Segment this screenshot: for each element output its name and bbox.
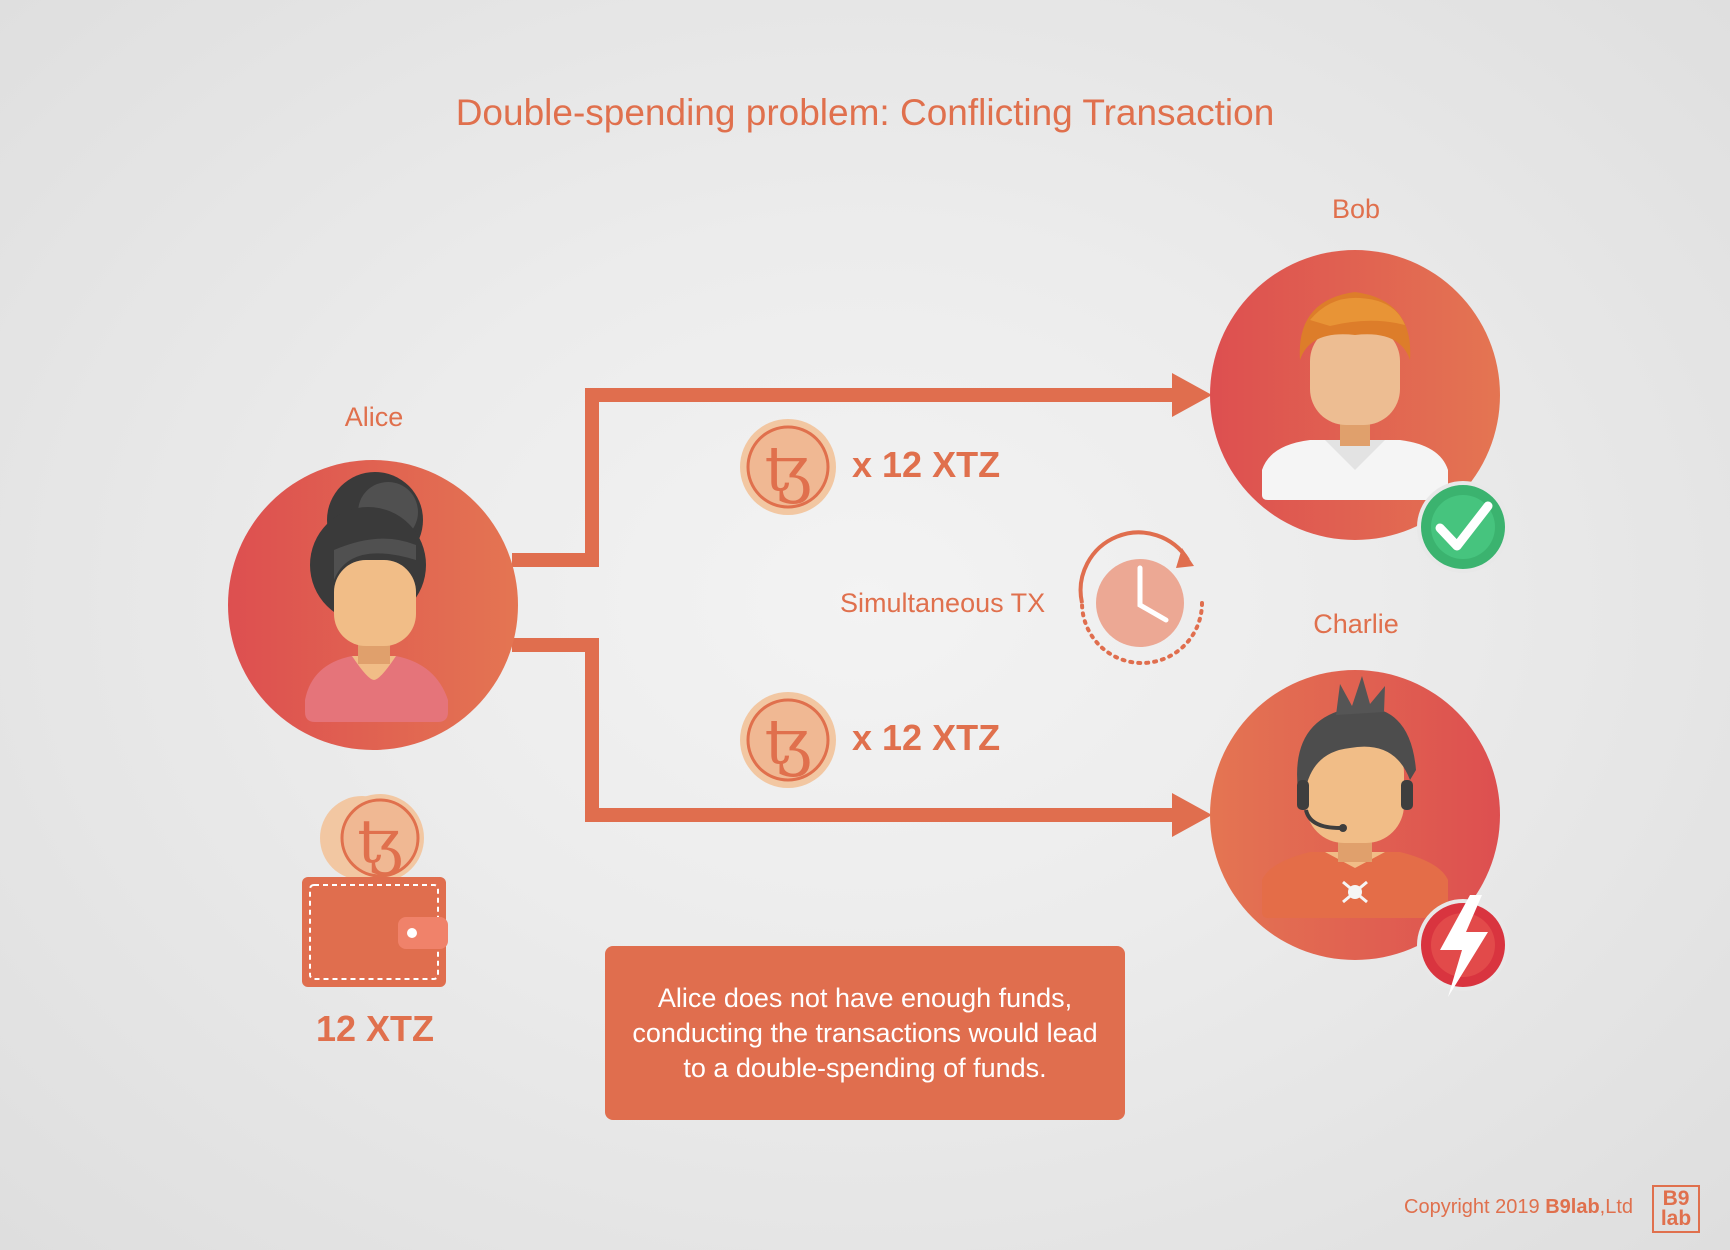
tezos-coin-icon: ꜩ	[740, 419, 836, 515]
svg-text:ꜩ: ꜩ	[357, 807, 402, 877]
arrow-to-charlie	[512, 638, 1180, 822]
copyright-company: B9lab	[1545, 1196, 1600, 1218]
alice-avatar	[228, 460, 518, 750]
lightning-icon	[1417, 895, 1509, 997]
clock-icon	[1078, 530, 1204, 665]
tx-amount-charlie: x 12 XTZ	[852, 717, 1001, 758]
tx-amount-bob: x 12 XTZ	[852, 444, 1001, 485]
bob-avatar	[1210, 250, 1500, 540]
copyright-prefix: Copyright 2019	[1404, 1196, 1546, 1218]
arrow-to-bob	[512, 388, 1180, 567]
copyright: Copyright 2019 B9lab,Ltd	[1404, 1196, 1633, 1219]
arrow-head-bob	[1172, 373, 1212, 417]
alice-label: Alice	[344, 402, 404, 432]
copyright-suffix: ,Ltd	[1599, 1196, 1634, 1218]
bob-label: Bob	[1331, 194, 1381, 224]
page-title: Double-spending problem: Conflicting Tra…	[455, 92, 1275, 133]
svg-text:ꜩ: ꜩ	[765, 705, 812, 778]
logo-line-1: B9	[1662, 1187, 1690, 1210]
warning-note-text: Alice does not have enough funds, conduc…	[632, 982, 1098, 1083]
svg-text:ꜩ: ꜩ	[765, 432, 812, 505]
b9lab-logo: B9 lab	[1652, 1185, 1700, 1233]
charlie-label: Charlie	[1313, 609, 1399, 639]
charlie-avatar	[1210, 670, 1500, 960]
warning-note: Alice does not have enough funds, conduc…	[605, 946, 1125, 1120]
wallet-balance: 12 XTZ	[316, 1008, 435, 1049]
check-icon	[1417, 481, 1509, 573]
logo-line-2: lab	[1660, 1207, 1692, 1230]
arrow-head-charlie	[1172, 793, 1212, 837]
simultaneous-tx-label: Simultaneous TX	[840, 588, 1046, 618]
wallet-icon: ꜩ	[302, 794, 448, 987]
tezos-coin-icon: ꜩ	[740, 692, 836, 788]
